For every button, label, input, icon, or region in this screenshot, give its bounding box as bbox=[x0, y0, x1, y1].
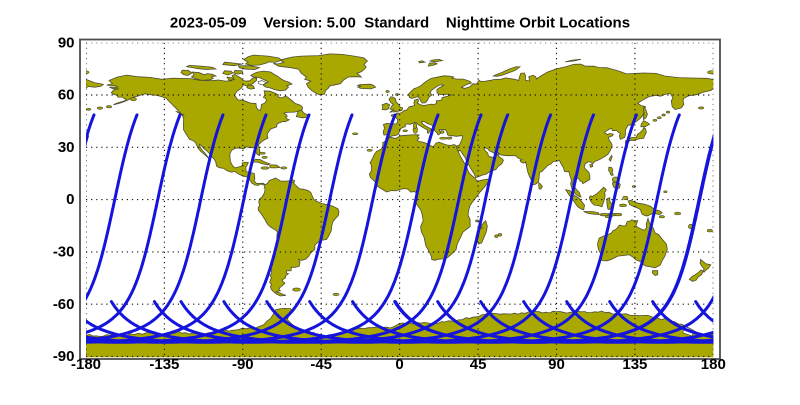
svg-text:180: 180 bbox=[701, 356, 726, 373]
svg-text:-45: -45 bbox=[310, 356, 332, 373]
svg-text:0: 0 bbox=[66, 191, 74, 208]
svg-text:-90: -90 bbox=[53, 348, 75, 365]
svg-text:0: 0 bbox=[395, 356, 403, 373]
svg-text:45: 45 bbox=[470, 356, 487, 373]
svg-text:2023-05-09 Version: 5.00 S: 2023-05-09 Version: 5.00 Standard Nightt… bbox=[170, 15, 630, 32]
svg-text:135: 135 bbox=[622, 356, 647, 373]
svg-text:-60: -60 bbox=[53, 296, 75, 313]
svg-text:30: 30 bbox=[58, 139, 75, 156]
svg-text:-135: -135 bbox=[149, 356, 179, 373]
svg-text:60: 60 bbox=[58, 87, 75, 104]
svg-text:90: 90 bbox=[58, 34, 75, 51]
svg-text:-180: -180 bbox=[71, 356, 101, 373]
svg-text:90: 90 bbox=[548, 356, 565, 373]
svg-text:-30: -30 bbox=[53, 244, 75, 261]
svg-text:-90: -90 bbox=[232, 356, 254, 373]
